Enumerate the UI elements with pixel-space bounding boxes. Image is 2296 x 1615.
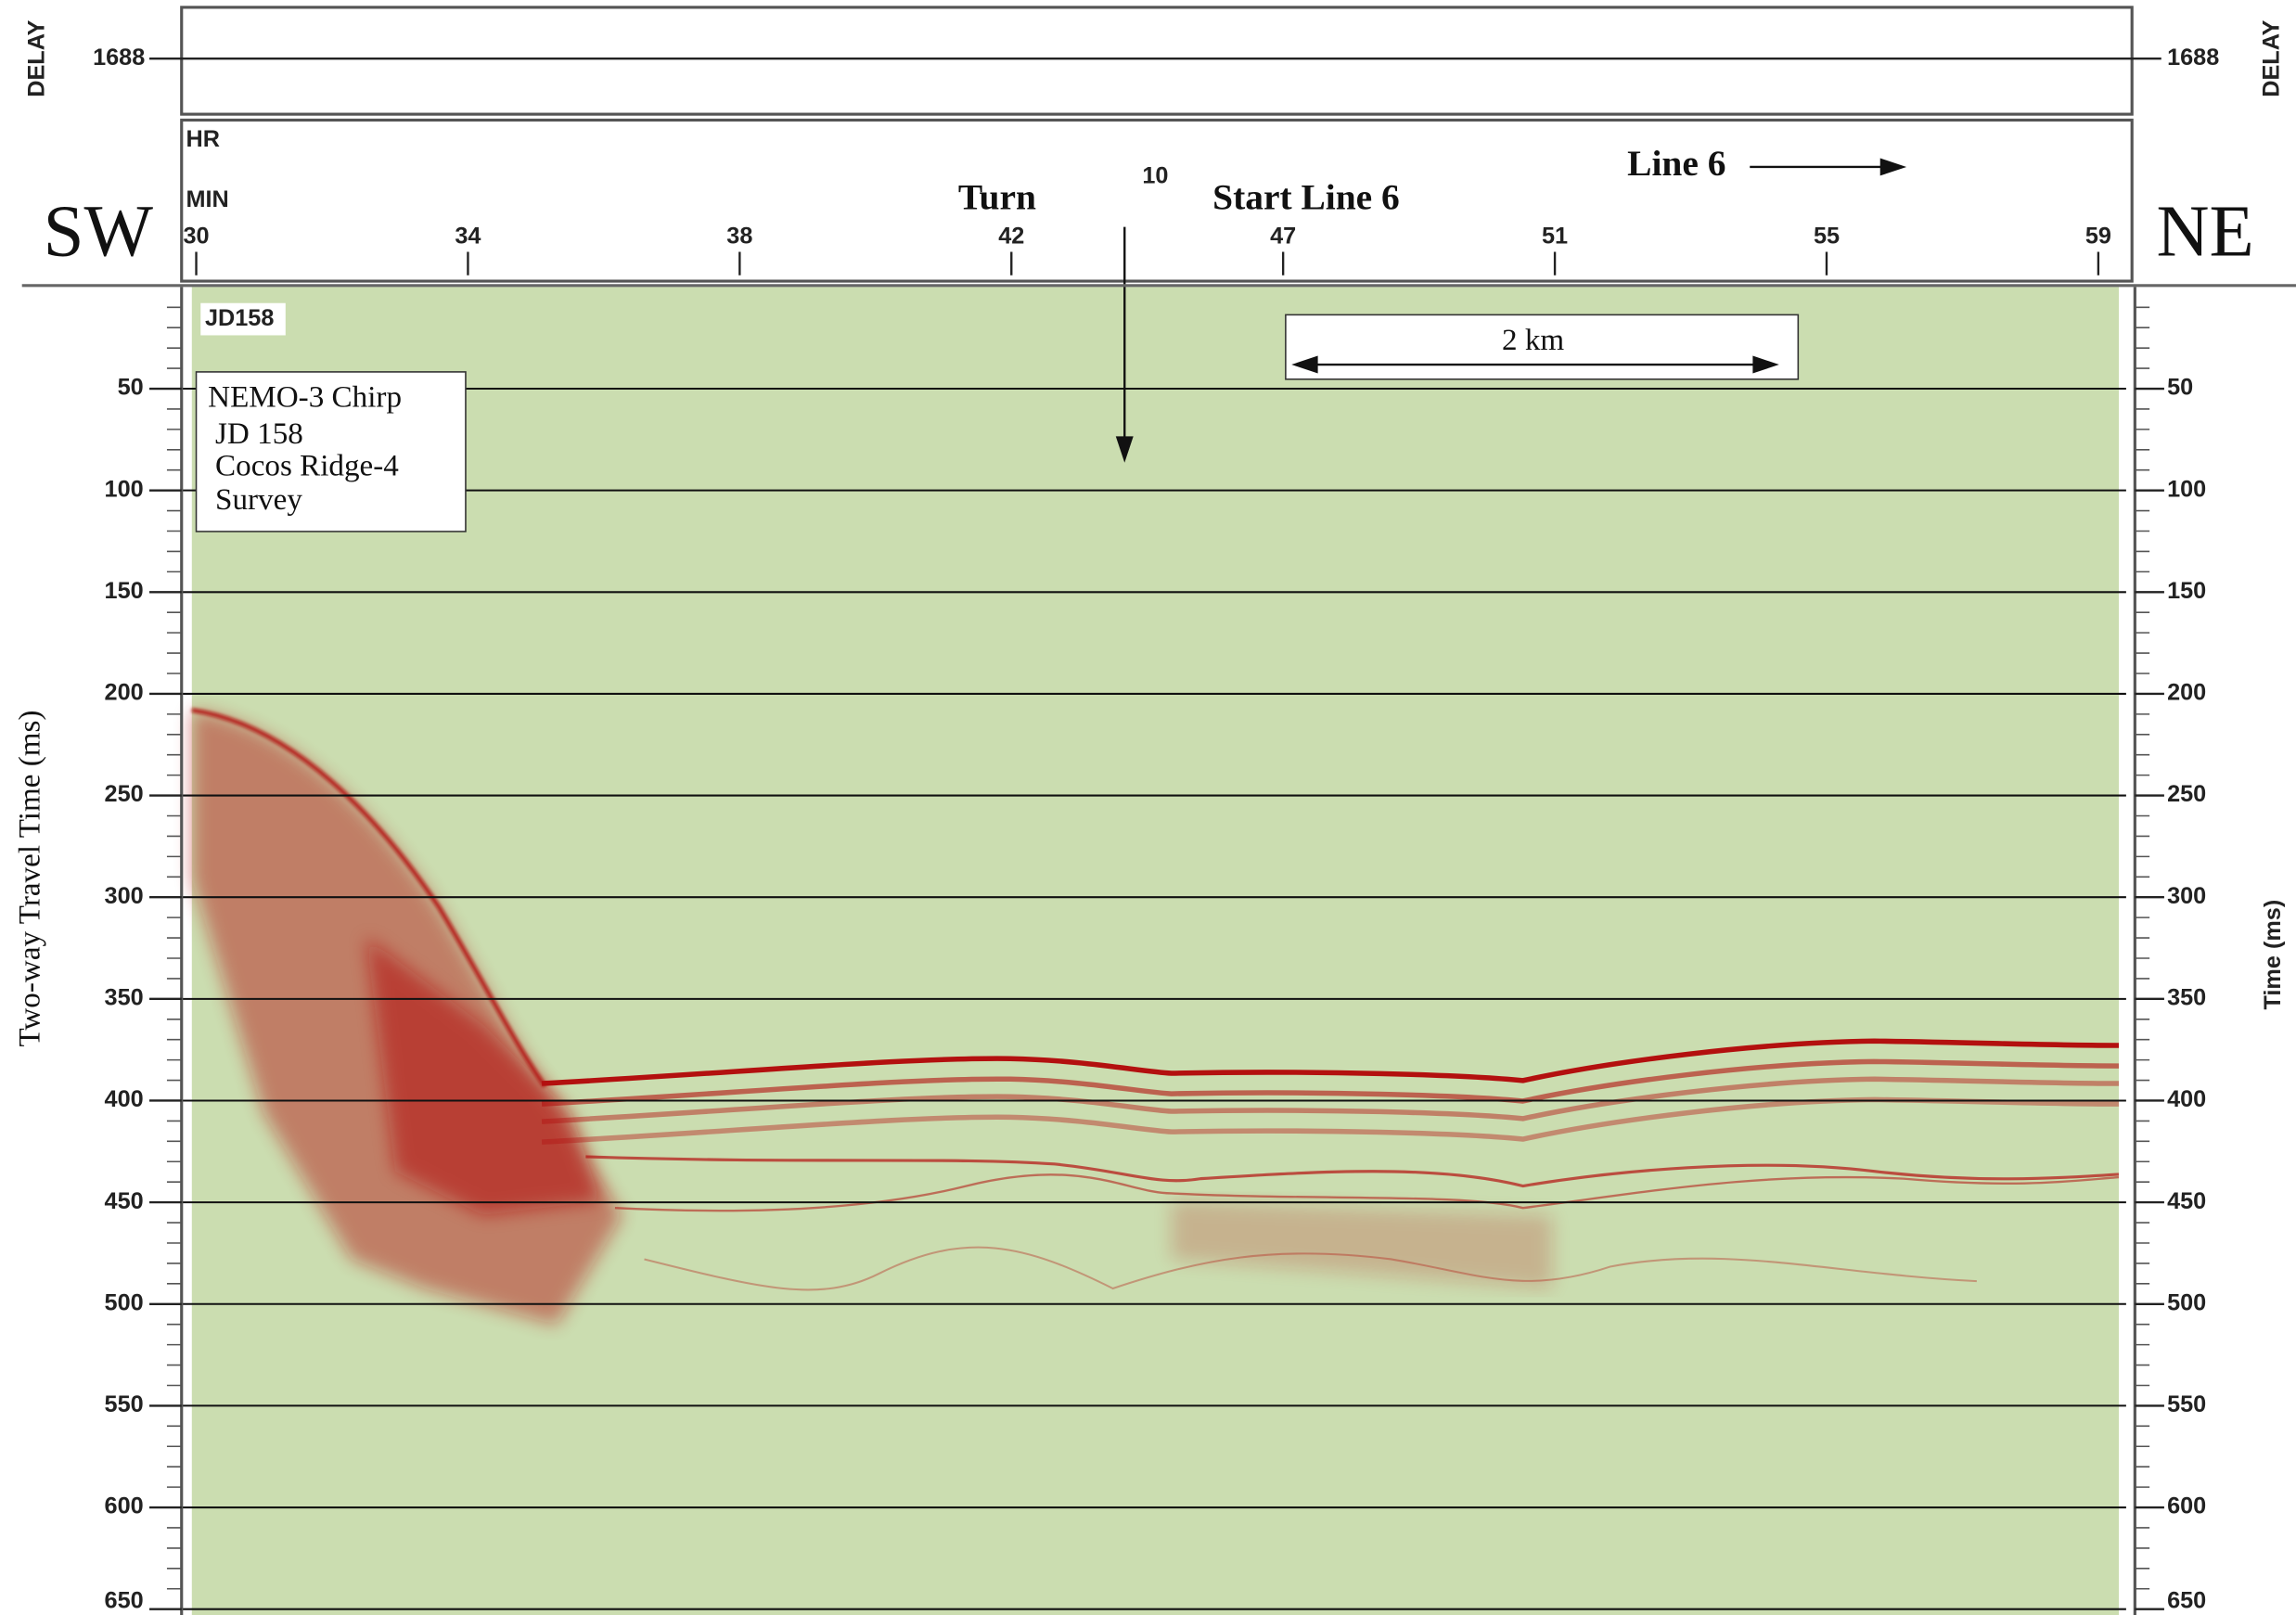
y-tick-label: 150	[105, 578, 144, 604]
info-line: NEMO-3 Chirp	[208, 380, 402, 415]
info-line: JD 158	[215, 417, 303, 451]
grid	[181, 387, 2126, 1610]
x-tick-label: 51	[1542, 223, 1568, 249]
x-tick-label: 42	[998, 223, 1024, 249]
delay-value: 1688	[2167, 45, 2219, 70]
x-tick-label: 59	[2085, 223, 2111, 249]
scale-box	[1285, 314, 1800, 380]
y2-tick-label: 450	[2167, 1188, 2206, 1214]
y2-tick-label: 150	[2167, 578, 2206, 604]
y-tick-label: 550	[105, 1391, 144, 1417]
y-axis-title: Two-way Travel Time (ms)	[12, 711, 46, 1047]
arrow-head	[1879, 158, 1907, 176]
delay-label: DELAY	[24, 19, 50, 96]
y2-tick-label: 350	[2167, 985, 2206, 1011]
hr-label: HR	[186, 126, 219, 152]
info-box	[195, 371, 467, 532]
y-tick-label: 450	[105, 1188, 144, 1214]
x-tick-label: 47	[1270, 223, 1296, 249]
scale-label: 2 km	[1502, 323, 1564, 357]
line-label: Line 6	[1627, 143, 1725, 184]
y-tick-label: 100	[105, 476, 144, 502]
y-tick-label: 300	[105, 883, 144, 909]
seismic-image	[191, 708, 2119, 1326]
day-label: JD158	[205, 305, 274, 331]
time-panel	[180, 118, 2134, 283]
x-tick-label: 38	[726, 223, 752, 249]
y2-tick-label: 50	[2167, 375, 2193, 401]
x-tick-label: 34	[455, 223, 481, 249]
delay-value: 1688	[93, 45, 145, 70]
direction-label: NE	[2157, 191, 2254, 272]
y2-tick-label: 200	[2167, 680, 2206, 706]
y2-tick-label: 300	[2167, 883, 2206, 909]
y-tick-label: 500	[105, 1289, 144, 1315]
delay-panel	[180, 6, 2134, 116]
min-label: MIN	[186, 186, 228, 212]
plot-background	[191, 287, 2119, 1615]
info-line: Cocos Ridge-4	[215, 449, 399, 483]
x-tick-label: 55	[1814, 223, 1840, 249]
y-tick-label: 350	[105, 985, 144, 1011]
y2-axis-title: Time (ms)	[2260, 900, 2286, 1010]
arrow-head	[1115, 436, 1134, 463]
y2-tick-label: 650	[2167, 1587, 2206, 1613]
x-tick-label: 30	[183, 223, 209, 249]
y-tick-label: 200	[105, 680, 144, 706]
y-tick-label: 650	[105, 1587, 144, 1613]
turn-label: Turn	[958, 176, 1036, 217]
delay-label: DELAY	[2258, 19, 2284, 96]
y-tick-label: 250	[105, 781, 144, 807]
y-tick-label: 600	[105, 1493, 144, 1519]
direction-label: SW	[44, 191, 154, 272]
y2-tick-label: 500	[2167, 1289, 2206, 1315]
y2-tick-label: 400	[2167, 1086, 2206, 1112]
info-line: Survey	[215, 482, 302, 517]
start-label: Start Line 6	[1212, 176, 1400, 217]
y2-tick-label: 100	[2167, 476, 2206, 502]
y2-tick-label: 600	[2167, 1493, 2206, 1519]
y2-tick-label: 250	[2167, 781, 2206, 807]
hour-mark: 10	[1142, 163, 1168, 189]
y-tick-label: 400	[105, 1086, 144, 1112]
y2-tick-label: 550	[2167, 1391, 2206, 1417]
day-box	[200, 302, 286, 336]
y-tick-label: 50	[118, 375, 144, 401]
